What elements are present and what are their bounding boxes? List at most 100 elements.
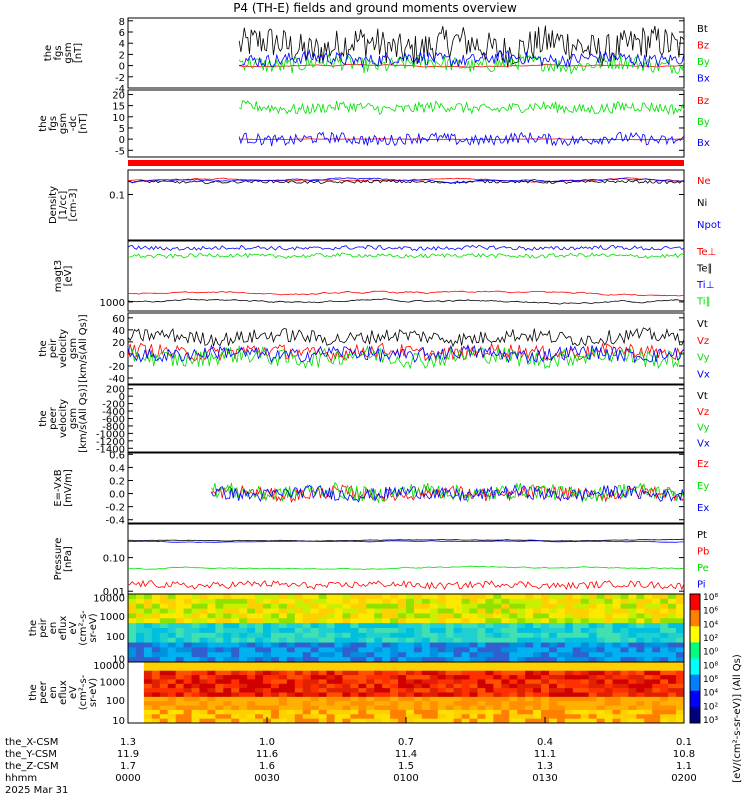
- heatmap-cell: [263, 696, 272, 702]
- heatmap-cell: [676, 714, 685, 720]
- heatmap-cell: [652, 709, 661, 715]
- heatmap-cell: [541, 623, 550, 629]
- heatmap-cell: [350, 647, 359, 653]
- heatmap-cell: [334, 628, 343, 634]
- heatmap-cell: [358, 652, 367, 658]
- heatmap-cell: [453, 692, 463, 698]
- heatmap-cell: [302, 603, 312, 610]
- heatmap-cell: [453, 709, 463, 715]
- ylabel-line: en: [48, 686, 59, 699]
- heatmap-cell: [302, 647, 312, 653]
- heatmap-cell: [270, 652, 280, 658]
- heatmap-cell: [437, 675, 447, 680]
- heatmap-cell: [493, 675, 502, 680]
- heatmap-cell: [588, 657, 598, 663]
- heatmap-cell: [525, 632, 534, 639]
- heatmap-cell: [620, 683, 629, 689]
- heatmap-cell: [596, 662, 606, 667]
- heatmap-cell: [374, 714, 383, 720]
- heatmap-cell: [660, 594, 669, 600]
- heatmap-cell: [453, 637, 463, 644]
- heatmap-cell: [644, 709, 653, 715]
- heatmap-cell: [676, 675, 685, 680]
- heatmap-cell: [175, 679, 185, 685]
- heatmap-cell: [207, 652, 216, 658]
- heatmap-cell: [668, 623, 677, 629]
- heatmap-cell: [636, 642, 645, 648]
- heatmap-cell: [151, 696, 161, 702]
- heatmap-cell: [183, 594, 193, 600]
- heatmap-cell: [413, 657, 423, 663]
- heatmap-cell: [564, 594, 574, 600]
- heatmap-cell: [636, 714, 645, 720]
- heatmap-cell: [477, 705, 486, 711]
- heatmap-cell: [517, 632, 526, 639]
- series-Vt: [127, 327, 685, 348]
- heatmap-cell: [485, 714, 494, 720]
- heatmap-cell: [501, 688, 510, 693]
- heatmap-cell: [541, 666, 550, 672]
- heatmap-cell: [183, 688, 193, 693]
- heatmap-cell: [644, 701, 653, 707]
- heatmap-cell: [588, 647, 598, 653]
- heatmap-cell: [183, 709, 193, 715]
- heatmap-cell: [215, 666, 224, 672]
- heatmap-cell: [596, 692, 606, 698]
- heatmap-cell: [143, 594, 153, 600]
- heatmap-cell: [509, 613, 518, 619]
- heatmap-cell: [366, 679, 375, 685]
- heatmap-cell: [366, 623, 375, 629]
- heatmap-cell: [501, 705, 510, 711]
- heatmap-cell: [564, 642, 574, 648]
- heatmap-cell: [286, 679, 296, 685]
- heatmap-cell: [517, 692, 526, 698]
- heatmap-cell: [183, 701, 193, 707]
- heatmap-cell: [326, 652, 336, 658]
- heatmap-cell: [382, 679, 391, 685]
- heatmap-cell: [604, 714, 614, 720]
- heatmap-cell: [342, 701, 351, 707]
- heatmap-cell: [620, 679, 629, 685]
- heatmap-cell: [604, 603, 614, 610]
- heatmap-cell: [628, 705, 637, 711]
- heatmap-cell: [429, 679, 439, 685]
- heatmap-cell: [437, 618, 447, 624]
- heatmap-cell: [429, 628, 439, 634]
- heatmap-cell: [469, 657, 478, 663]
- heatmap-cell: [660, 688, 669, 693]
- heatmap-cell: [199, 642, 208, 648]
- heatmap-cell: [548, 603, 558, 610]
- heatmap-cell: [477, 657, 486, 663]
- heatmap-cell: [191, 718, 200, 724]
- heatmap-cell: [270, 618, 280, 624]
- heatmap-cell: [390, 598, 399, 605]
- colorbar-segment: [690, 674, 700, 692]
- legend-Vx: Vx: [697, 438, 710, 449]
- series-Ni: [127, 179, 685, 185]
- heatmap-cell: [294, 692, 304, 698]
- heatmap-cell: [191, 613, 200, 619]
- heatmap-cell: [612, 647, 621, 653]
- heatmap-cell: [366, 662, 375, 667]
- heatmap-cell: [374, 618, 383, 624]
- heatmap-cell: [604, 642, 614, 648]
- heatmap-cell: [525, 598, 534, 605]
- heatmap-cell: [159, 688, 169, 693]
- heatmap-cell: [548, 652, 558, 658]
- heatmap-cell: [636, 696, 645, 702]
- heatmap-cell: [541, 637, 550, 644]
- heatmap-cell: [628, 608, 637, 614]
- heatmap-cell: [247, 666, 256, 672]
- heatmap-cell: [294, 701, 304, 707]
- heatmap-cell: [509, 675, 518, 680]
- heatmap-cell: [437, 692, 447, 698]
- heatmap-cell: [636, 662, 645, 667]
- heatmap-cell: [135, 718, 145, 724]
- heatmap-cell: [533, 623, 542, 629]
- heatmap-cell: [541, 670, 550, 676]
- heatmap-cell: [525, 688, 534, 693]
- heatmap-cell: [358, 714, 367, 720]
- heatmap-cell: [588, 714, 598, 720]
- heatmap-cell: [501, 718, 510, 724]
- y-tick-label: 10000: [93, 593, 125, 604]
